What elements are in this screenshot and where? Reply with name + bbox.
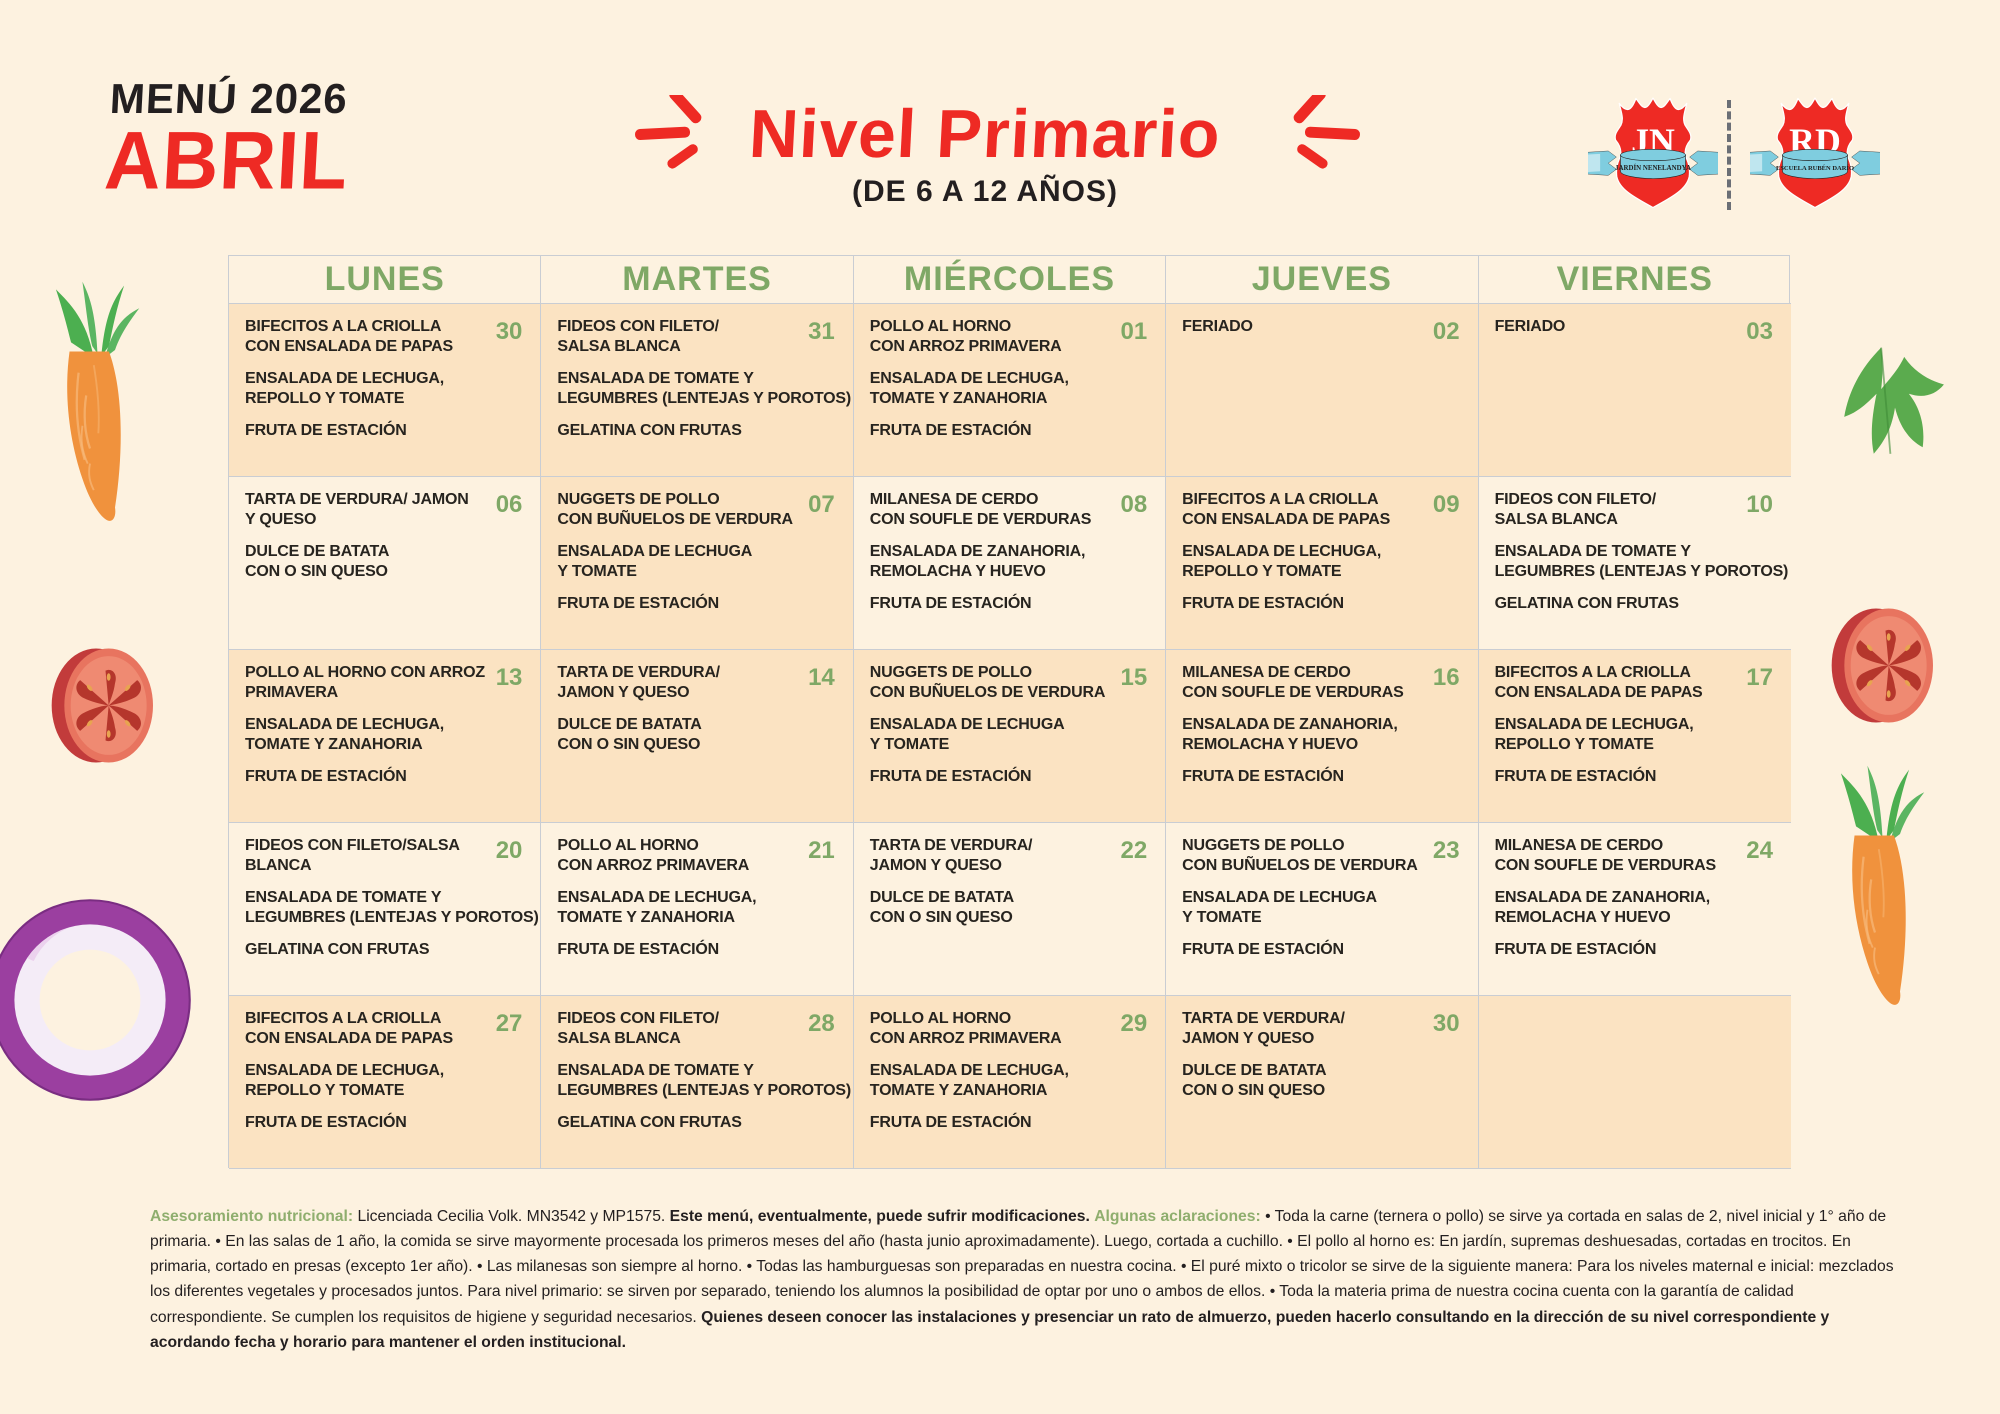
svg-text:JARDÍN NENELANDYA: JARDÍN NENELANDYA — [1615, 164, 1691, 172]
svg-text:ESCUELA RUBÉN DARÍO: ESCUELA RUBÉN DARÍO — [1776, 164, 1854, 172]
